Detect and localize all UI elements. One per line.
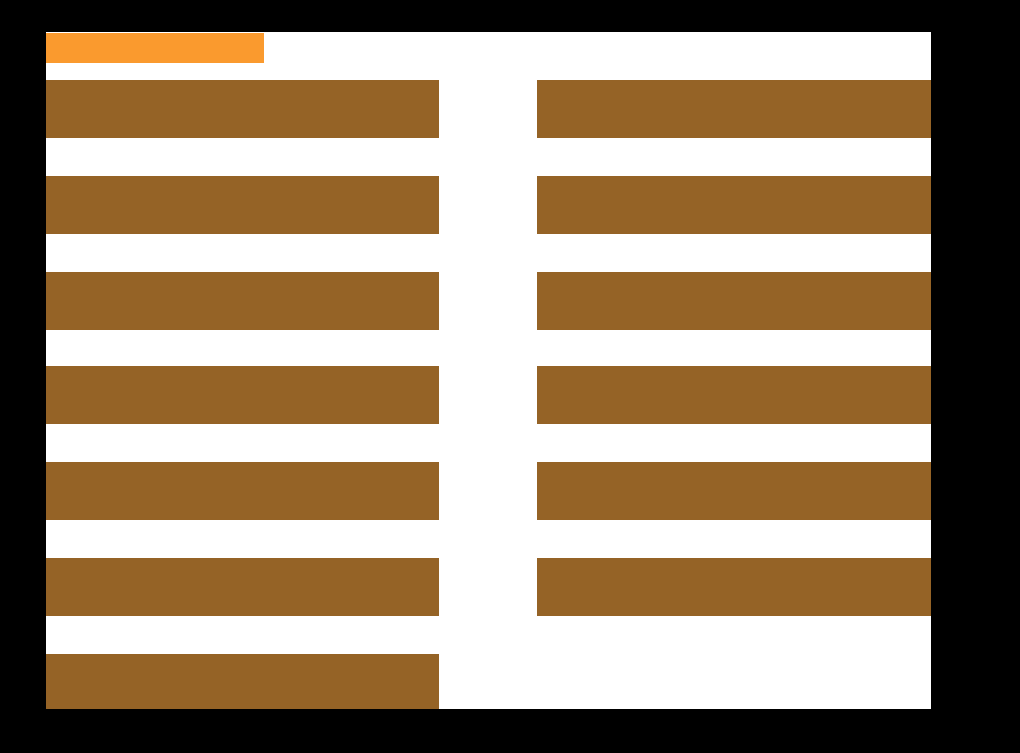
content-block[interactable]	[46, 272, 439, 330]
content-block[interactable]	[46, 654, 439, 709]
content-block[interactable]	[537, 366, 931, 424]
content-block[interactable]	[46, 366, 439, 424]
content-block-text	[537, 366, 931, 378]
header-accent-bar-text	[46, 33, 264, 45]
content-block[interactable]	[46, 80, 439, 138]
content-block-text	[537, 80, 931, 92]
content-block[interactable]	[537, 176, 931, 234]
content-block-text	[46, 80, 439, 92]
content-block[interactable]	[537, 462, 931, 520]
content-block[interactable]	[537, 558, 931, 616]
content-block-text	[46, 366, 439, 378]
content-block[interactable]	[537, 80, 931, 138]
content-block[interactable]	[46, 176, 439, 234]
content-block[interactable]	[46, 558, 439, 616]
page-surface	[46, 32, 931, 709]
content-block-text	[46, 558, 439, 570]
content-block-text	[46, 654, 439, 666]
content-block-text	[46, 462, 439, 474]
header-accent-bar[interactable]	[46, 33, 264, 63]
content-block-text	[46, 272, 439, 284]
content-block[interactable]	[46, 462, 439, 520]
content-block-text	[537, 272, 931, 284]
content-block-text	[537, 558, 931, 570]
content-block-text	[537, 176, 931, 188]
content-block-text	[537, 462, 931, 474]
content-block-text	[46, 176, 439, 188]
content-block[interactable]	[537, 272, 931, 330]
